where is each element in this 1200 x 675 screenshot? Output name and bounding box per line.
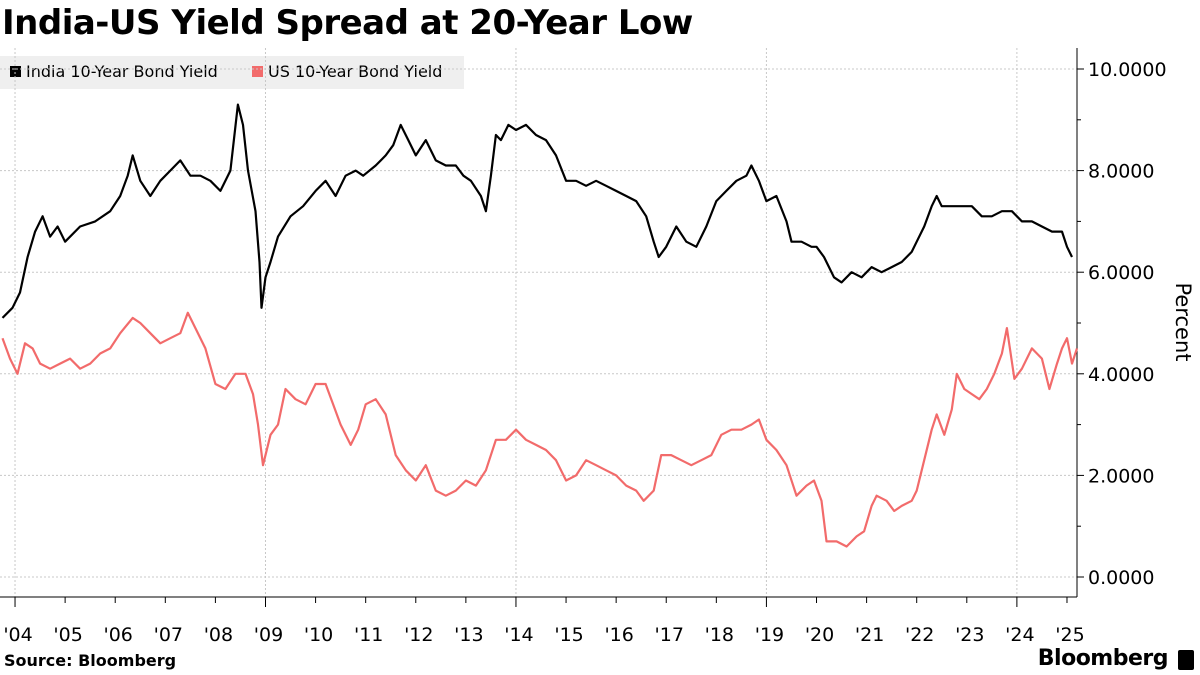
x-tick-label: '20 [805, 624, 834, 646]
x-tick-label: '04 [3, 624, 32, 646]
legend-swatch-us [252, 66, 263, 77]
x-tick-label: '24 [1005, 624, 1034, 646]
series-line-us [1, 311, 1079, 548]
legend-item-india: India 10-Year Bond Yield [10, 62, 218, 81]
y-axis-label: Percent [1171, 282, 1195, 361]
x-tick-label: '23 [955, 624, 984, 646]
source-note: Source: Bloomberg [4, 651, 177, 670]
x-tick-label: '21 [855, 624, 884, 646]
chart-title: India-US Yield Spread at 20-Year Low [2, 3, 693, 43]
brand-logo: Bloomberg [1037, 646, 1169, 671]
legend-item-us: US 10-Year Bond Yield [252, 62, 442, 81]
x-tick-label: '05 [53, 624, 82, 646]
x-tick-label: '07 [154, 624, 183, 646]
x-tick-label: '06 [104, 624, 133, 646]
x-tick-label: '19 [755, 624, 784, 646]
x-tick-label: '10 [304, 624, 333, 646]
y-tick-label: 6.0000 [1088, 262, 1154, 284]
legend: India 10-Year Bond Yield US 10-Year Bond… [0, 56, 464, 89]
legend-swatch-india [10, 66, 21, 77]
y-tick-label: 10.0000 [1088, 59, 1167, 81]
x-tick-label: '25 [1055, 624, 1084, 646]
x-tick-label: '16 [604, 624, 633, 646]
y-tick-label: 8.0000 [1088, 161, 1154, 183]
x-tick-label: '13 [454, 624, 483, 646]
y-tick-label: 4.0000 [1088, 364, 1154, 386]
x-tick-label: '11 [354, 624, 383, 646]
x-tick-label: '14 [504, 624, 533, 646]
x-tick-label: '12 [404, 624, 433, 646]
series-line-india [1, 103, 1073, 319]
x-tick-label: '09 [254, 624, 283, 646]
brand-badge-icon [1178, 650, 1194, 670]
x-tick-label: '18 [705, 624, 734, 646]
legend-label-us: US 10-Year Bond Yield [268, 62, 443, 81]
x-tick-label: '22 [905, 624, 934, 646]
y-tick-label: 2.0000 [1088, 465, 1154, 487]
x-tick-label: '15 [554, 624, 583, 646]
y-tick-label: 0.0000 [1088, 567, 1154, 589]
x-tick-label: '17 [655, 624, 684, 646]
x-tick-label: '08 [204, 624, 233, 646]
legend-label-india: India 10-Year Bond Yield [26, 62, 218, 81]
